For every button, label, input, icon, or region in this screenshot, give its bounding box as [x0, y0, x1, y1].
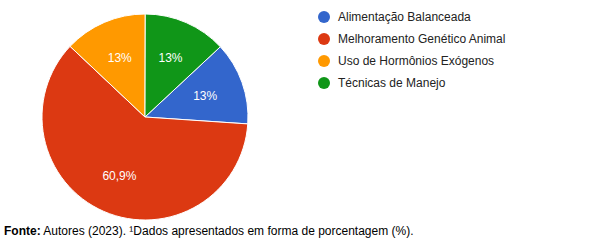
html-text:Fonte: Autores (2023). ¹Dados: Fonte: Autores (2023). ¹Dados apresentad…	[4, 224, 414, 238]
html-text:Alimentação Balanceada: Alimentação Balanceada	[338, 10, 471, 24]
svg-text:13%: 13%	[159, 51, 183, 65]
html-text:Uso de Hormônios Exógenos: Uso de Hormônios Exógenos	[338, 54, 495, 68]
svg-text:13%: 13%	[193, 89, 217, 103]
svg-text:60,9%: 60,9%	[102, 169, 136, 183]
svg-text:13%: 13%	[108, 51, 132, 65]
html-text:Técnicas de Manejo: Técnicas de Manejo	[338, 76, 446, 90]
html-text:Melhoramento Genético Animal: Melhoramento Genético Animal	[338, 32, 506, 46]
